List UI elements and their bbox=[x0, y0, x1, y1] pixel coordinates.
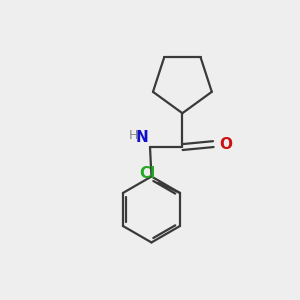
Text: N: N bbox=[136, 130, 148, 145]
Text: Cl: Cl bbox=[139, 166, 155, 181]
Text: H: H bbox=[129, 129, 139, 142]
Text: O: O bbox=[219, 136, 232, 152]
